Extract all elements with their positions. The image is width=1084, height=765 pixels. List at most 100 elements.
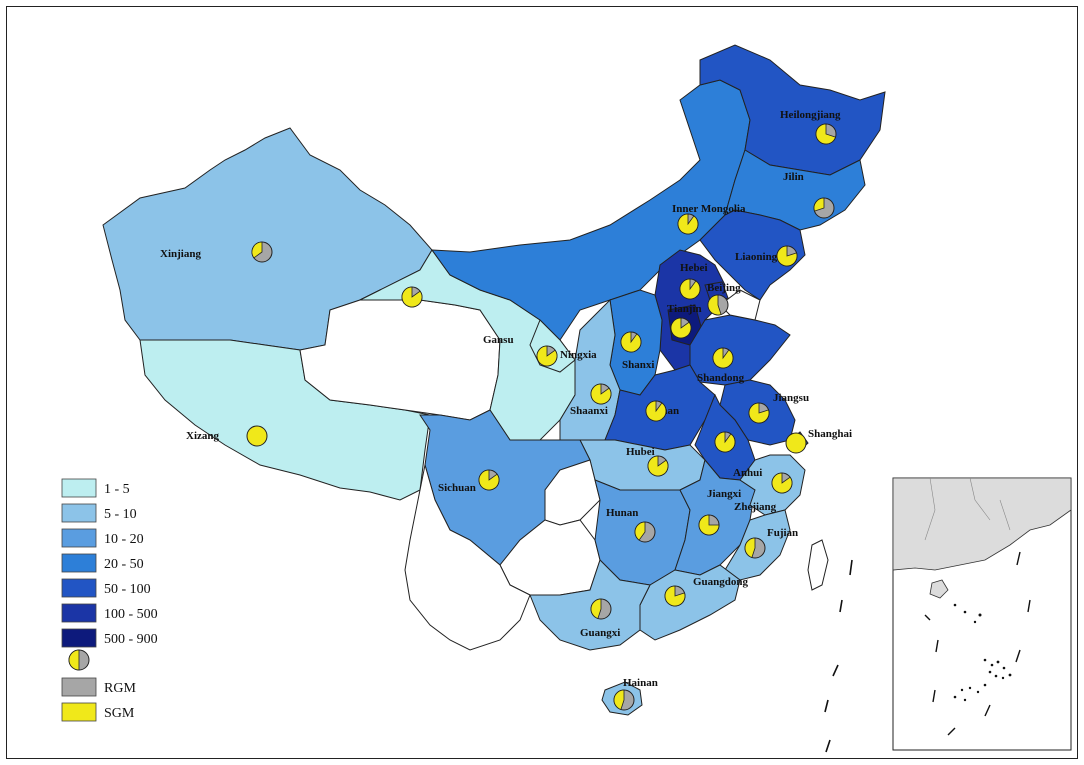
pie-hebei-sgm: [679, 278, 701, 300]
pie-jilin-sgm: [813, 197, 825, 212]
pie-hebei: [679, 278, 701, 300]
legend: 1 - 5 5 - 10 10 - 20 20 - 50 50 - 100 10…: [61, 478, 158, 722]
legend-pie-sgm: [68, 649, 80, 671]
legend-swatch-4: [61, 578, 97, 598]
pie-gansu: [401, 286, 423, 308]
pie-shanxi: [620, 331, 642, 353]
pie-liaoning: [776, 245, 798, 267]
pie-henan: [645, 400, 667, 422]
region-liaoning: [699, 209, 806, 301]
legend-label-sgm: SGM: [104, 706, 135, 721]
pie-xinjiang-sgm: [251, 241, 263, 259]
legend-pie-icon: [68, 649, 90, 671]
pie-liaoning-sgm: [776, 245, 798, 267]
legend-label-2: 10 - 20: [104, 532, 144, 547]
legend-pie: [68, 649, 90, 671]
pie-gansu-sgm: [401, 286, 423, 308]
pie-shanxi-sgm: [620, 331, 642, 353]
pie-zhejiang-sgm: [771, 472, 793, 494]
region-taiwan: [807, 539, 829, 591]
pie-heilongjiang: [815, 123, 837, 145]
pie-hunan-sgm: [634, 521, 646, 541]
pie-guangxi: [590, 598, 612, 620]
pie-beijing: [707, 294, 729, 316]
legend-label-1: 5 - 10: [104, 507, 137, 522]
region-yunnan: [404, 464, 531, 651]
label-guangxi: Guangxi: [580, 627, 620, 639]
pie-guangdong-sgm: [664, 585, 686, 607]
pie-jiangsu-sgm: [748, 402, 770, 424]
pie-fujian-sgm: [744, 537, 756, 559]
pie-hainan-sgm: [613, 689, 625, 711]
pie-anhui-sgm: [714, 431, 736, 453]
label-hainan: Hainan: [623, 677, 658, 689]
pie-xizang-rgm: [246, 425, 268, 447]
region-qinghai: [299, 289, 501, 421]
label-zhejiang: Zhejiang: [734, 501, 777, 513]
legend-swatch-1: [61, 503, 97, 523]
pie-inner-mongolia: [677, 213, 699, 235]
legend-swatch-6: [61, 628, 97, 648]
pie-inner-mongolia-sgm: [677, 213, 699, 235]
pie-shanghai-rgm: [785, 432, 807, 454]
pie-henan-sgm: [645, 400, 667, 422]
sea-boundary-marks: [824, 559, 853, 753]
label-shaanxi: Shaanxi: [570, 405, 608, 417]
label-inner-mongolia: Inner Mongolia: [672, 203, 746, 215]
legend-label-0: 1 - 5: [104, 482, 130, 497]
legend-swatch-0: [61, 478, 97, 498]
pie-shaanxi-sgm: [590, 383, 612, 405]
label-xinjiang: Xinjiang: [160, 248, 201, 260]
label-hunan: Hunan: [606, 507, 638, 519]
pie-shanghai: [785, 432, 807, 454]
label-anhui: Anhui: [733, 467, 762, 479]
label-sichuan: Sichuan: [438, 482, 476, 494]
region-guangxi: [529, 559, 651, 651]
pie-hubei: [647, 455, 669, 477]
pie-tianjin: [670, 317, 692, 339]
legend-label-5: 100 - 500: [104, 607, 158, 622]
pie-tianjin-sgm: [670, 317, 692, 339]
label-shanghai: Shanghai: [808, 428, 852, 440]
province-labels: Heilongjiang Jilin Liaoning Inner Mongol…: [160, 109, 852, 689]
pie-jiangxi: [698, 514, 720, 536]
label-gansu: Gansu: [483, 334, 514, 346]
legend-swatch-rgm: [61, 677, 97, 697]
label-hebei: Hebei: [680, 262, 708, 274]
legend-swatch-sgm: [61, 702, 97, 722]
label-heilongjiang: Heilongjiang: [780, 109, 841, 121]
pie-ningxia-sgm: [536, 345, 558, 367]
pie-jilin: [813, 197, 835, 219]
pie-zhejiang: [771, 472, 793, 494]
label-shanxi: Shanxi: [622, 359, 654, 371]
pie-fujian: [744, 537, 766, 559]
pie-ningxia: [536, 345, 558, 367]
pie-shaanxi: [590, 383, 612, 405]
legend-label-4: 50 - 100: [104, 582, 151, 597]
label-jiangsu: Jiangsu: [773, 392, 809, 404]
south-china-sea-inset: [892, 477, 1072, 751]
pie-hainan: [613, 689, 635, 711]
label-shandong: Shandong: [697, 372, 745, 384]
legend-swatch-2: [61, 528, 97, 548]
pie-shandong: [712, 347, 734, 369]
legend-label-rgm: RGM: [104, 681, 136, 696]
pie-hubei-sgm: [647, 455, 669, 477]
label-beijing: Beijing: [707, 282, 741, 294]
legend-swatch-5: [61, 603, 97, 623]
region-xizang: [139, 339, 431, 501]
label-guangdong: Guangdong: [693, 576, 749, 588]
pie-sichuan: [478, 469, 500, 491]
pie-jiangxi-sgm: [698, 514, 720, 536]
label-jiangxi: Jiangxi: [707, 488, 741, 500]
bohai-sea: [719, 289, 761, 321]
pie-jiangsu: [748, 402, 770, 424]
label-tianjin: Tianjin: [667, 303, 702, 315]
pie-anhui: [714, 431, 736, 453]
legend-label-6: 500 - 900: [104, 632, 158, 647]
label-fujian: Fujian: [767, 527, 798, 539]
pie-beijing-sgm: [707, 294, 722, 316]
pie-shandong-sgm: [712, 347, 734, 369]
pie-heilongjiang-sgm: [815, 123, 837, 145]
